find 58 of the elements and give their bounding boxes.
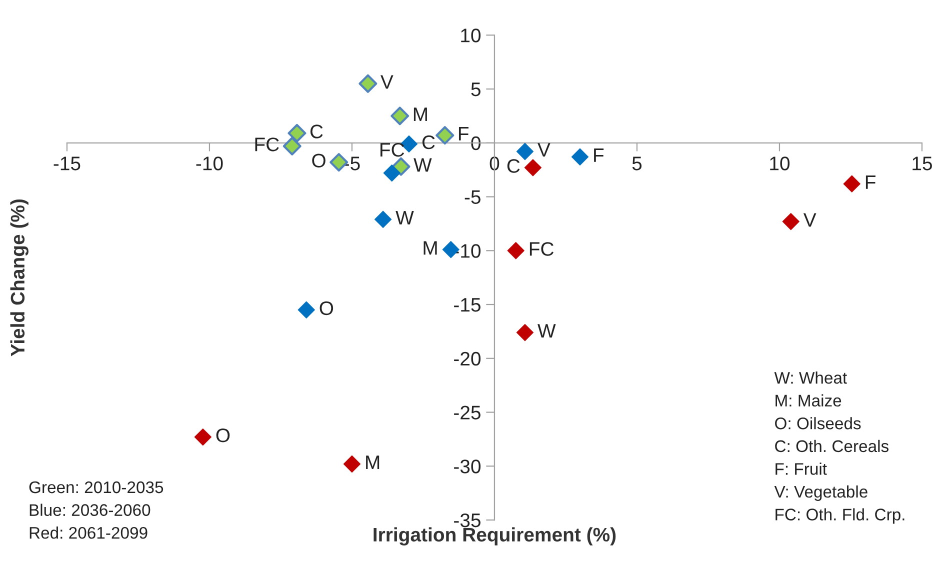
annotation: V <box>538 143 550 157</box>
x-tick-label: -5 <box>344 156 360 170</box>
point <box>194 428 212 446</box>
point <box>288 124 306 142</box>
x-tick-label: 15 <box>912 156 932 170</box>
point <box>343 455 361 473</box>
point <box>516 324 534 342</box>
point <box>507 242 524 260</box>
point <box>843 175 860 192</box>
annotation: M <box>414 108 427 121</box>
annotation: V <box>380 75 394 89</box>
annotation: W <box>538 324 556 338</box>
point <box>390 106 410 126</box>
x-tick-label: -10 <box>196 156 223 170</box>
point <box>282 136 302 156</box>
annotation: C <box>422 135 435 150</box>
annotation: F <box>594 148 604 162</box>
point <box>571 148 589 166</box>
y-axis-title: Yield Change (%) <box>10 199 28 356</box>
point <box>383 164 400 182</box>
point <box>374 210 392 228</box>
x-tick-label: 5 <box>632 156 642 170</box>
point <box>524 159 542 176</box>
point <box>392 157 410 176</box>
point <box>298 301 315 318</box>
annotation: F <box>866 175 876 189</box>
annotation: FC <box>255 138 279 152</box>
annotation: O <box>216 428 230 442</box>
point <box>782 212 800 230</box>
annotation: W <box>414 158 432 172</box>
point <box>516 142 534 160</box>
y-tick-label: -5 <box>464 190 480 204</box>
annotation: O <box>312 154 326 168</box>
annotation: F <box>458 126 468 140</box>
annotation: FC <box>530 242 554 256</box>
y-tick-label: -35 <box>454 513 480 528</box>
annotation: C <box>507 159 520 173</box>
y-tick-label: -20 <box>454 352 481 366</box>
annotation: M <box>366 456 380 470</box>
x-tick-label: 10 <box>770 156 790 170</box>
x-axis-title: Irrigation Requirement (%) <box>374 527 616 546</box>
y-tick-label: 5 <box>471 82 480 96</box>
y-tick-label: -25 <box>454 406 480 420</box>
annotation: FC <box>380 142 404 157</box>
y-tick-label: -15 <box>454 298 480 312</box>
point <box>436 126 454 145</box>
annotation: W <box>396 211 414 224</box>
annotation: O <box>320 301 334 316</box>
annotation: M <box>424 241 437 255</box>
y-tick-label: -30 <box>454 460 481 474</box>
annotation: C <box>310 124 323 138</box>
annotation: Green: 2010-2035 Blue: 2036-2060 Red: 2061-2099 <box>29 481 164 539</box>
annotation: W: Wheat M: Maize O: Oilseeds C: Oth. Cereals F: Fruit V: Vegetable FC: Oth. Fld. Crp. <box>774 372 904 524</box>
y-tick-label: 10 <box>461 28 481 42</box>
annotation: V <box>803 213 816 227</box>
y-tick-label: -10 <box>454 244 481 258</box>
x-tick-label: -15 <box>54 156 80 170</box>
point <box>358 74 378 93</box>
